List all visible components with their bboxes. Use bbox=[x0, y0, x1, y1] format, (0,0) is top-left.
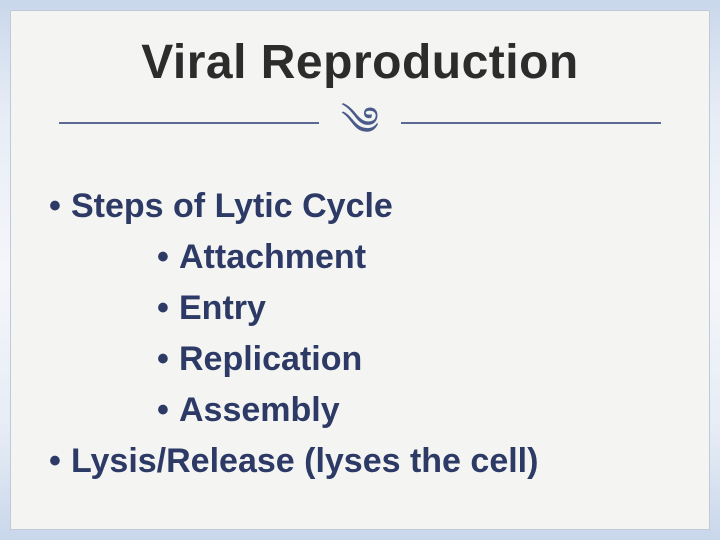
slide-title: Viral Reproduction bbox=[11, 11, 709, 90]
list-item: •Replication bbox=[157, 334, 679, 385]
bullet-icon: • bbox=[157, 385, 179, 436]
bullet-icon: • bbox=[49, 436, 71, 487]
bullet-icon: • bbox=[157, 334, 179, 385]
title-ornament: ༄ bbox=[11, 98, 709, 146]
slide-panel: Viral Reproduction ༄ •Steps of Lytic Cyc… bbox=[10, 10, 710, 530]
bullet-icon: • bbox=[157, 232, 179, 283]
list-item: •Entry bbox=[157, 283, 679, 334]
list-item: •Steps of Lytic Cycle bbox=[49, 181, 679, 232]
bullet-text: Steps of Lytic Cycle bbox=[71, 187, 393, 225]
slide-body: •Steps of Lytic Cycle •Attachment •Entry… bbox=[49, 181, 679, 487]
bullet-text: Attachment bbox=[179, 238, 366, 276]
ornament-rule-left bbox=[59, 122, 319, 124]
flourish-icon: ༄ bbox=[335, 102, 385, 142]
bullet-icon: • bbox=[157, 283, 179, 334]
bullet-text: Lysis/Release (lyses the cell) bbox=[71, 442, 538, 480]
list-item: •Assembly bbox=[157, 385, 679, 436]
ornament-rule-right bbox=[401, 122, 661, 124]
slide: Viral Reproduction ༄ •Steps of Lytic Cyc… bbox=[0, 0, 720, 540]
bullet-text: Entry bbox=[179, 289, 266, 327]
bullet-icon: • bbox=[49, 181, 71, 232]
bullet-text: Replication bbox=[179, 340, 362, 378]
bullet-text: Assembly bbox=[179, 391, 340, 429]
list-item: •Attachment bbox=[157, 232, 679, 283]
list-item: •Lysis/Release (lyses the cell) bbox=[49, 436, 679, 487]
